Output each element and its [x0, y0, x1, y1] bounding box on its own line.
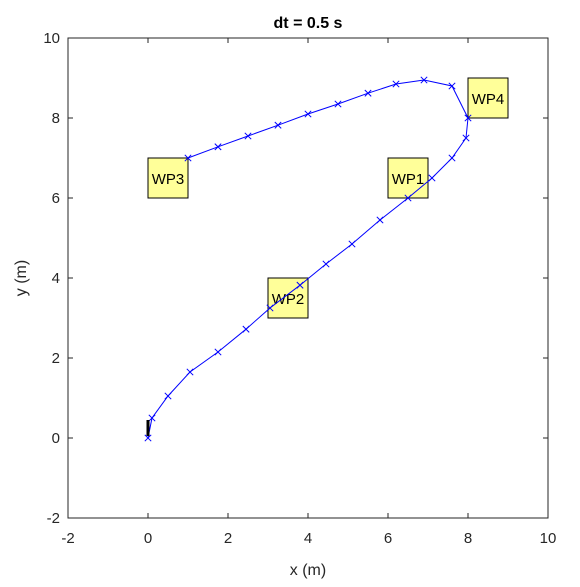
waypoint-box	[147, 157, 189, 199]
trajectory-line	[147, 79, 469, 439]
trajectory-layer	[144, 76, 472, 442]
trajectory-point	[364, 89, 372, 97]
trajectory-point	[148, 414, 156, 422]
trajectory-point	[144, 434, 152, 442]
point-marker-stroke	[448, 154, 456, 162]
trajectory-point	[348, 240, 356, 248]
trajectory-point	[296, 281, 304, 289]
trajectory-point	[274, 121, 282, 129]
point-marker-stroke	[392, 80, 400, 88]
trajectory-point	[334, 100, 342, 108]
y-tick-label: 8	[52, 110, 60, 127]
x-tick-label: 6	[384, 530, 392, 547]
trajectory-point	[244, 132, 252, 140]
x-tick-label: 2	[224, 530, 232, 547]
point-marker-stroke	[428, 174, 436, 182]
point-marker-stroke	[296, 281, 304, 289]
trajectory-point	[448, 82, 456, 90]
point-marker-stroke	[304, 110, 312, 118]
point-marker-stroke	[274, 121, 282, 129]
trajectory-point	[186, 368, 194, 376]
point-marker-stroke	[186, 368, 194, 376]
y-tick-label: 0	[52, 430, 60, 447]
point-marker-stroke	[144, 434, 152, 442]
point-marker-stroke	[322, 260, 330, 268]
trajectory-point	[462, 134, 470, 142]
point-marker-stroke	[214, 348, 222, 356]
trajectory-point	[214, 143, 222, 151]
trajectory-point	[214, 348, 222, 356]
point-marker-stroke	[242, 325, 250, 333]
waypoint-label: WP3	[152, 171, 185, 188]
trajectory-point	[184, 154, 192, 162]
point-marker-stroke	[376, 216, 384, 224]
y-tick-label: -2	[47, 510, 60, 527]
point-marker-stroke	[448, 82, 456, 90]
y-tick-label: 4	[52, 270, 60, 287]
point-marker-stroke	[334, 100, 342, 108]
x-axis-label: x (m)	[290, 562, 326, 579]
trajectory-point	[322, 260, 330, 268]
point-marker-stroke	[462, 134, 470, 142]
trajectory-point	[420, 76, 428, 84]
axis-layer: -2 0 2 4 6 8 10 -2 0 2 4 6 8 10	[43, 30, 556, 547]
x-tick-label: -2	[61, 530, 74, 547]
point-marker-stroke	[244, 132, 252, 140]
trajectory-point	[428, 174, 436, 182]
y-tick-label: 2	[52, 350, 60, 367]
y-tick-label: 6	[52, 190, 60, 207]
point-marker-stroke	[464, 114, 472, 122]
point-marker-stroke	[164, 392, 172, 400]
trajectory-point	[164, 392, 172, 400]
x-tick-label: 0	[144, 530, 152, 547]
trajectory-point	[464, 114, 472, 122]
trajectory-point	[392, 80, 400, 88]
trajectory-point	[404, 194, 412, 202]
trajectory-point	[448, 154, 456, 162]
trajectory-point	[242, 325, 250, 333]
y-tick-label: 10	[43, 30, 60, 47]
point-marker-stroke	[404, 194, 412, 202]
trajectory-point	[266, 304, 274, 312]
trajectory-point	[304, 110, 312, 118]
point-marker-stroke	[184, 154, 192, 162]
waypoint-box	[387, 157, 429, 199]
waypoint-layer: WP1 WP2 WP3 WP4	[147, 77, 509, 319]
waypoint-label: WP2	[272, 291, 305, 308]
point-marker-stroke	[364, 89, 372, 97]
chart-title: dt = 0.5 s	[274, 15, 343, 32]
x-tick-label: 4	[304, 530, 312, 547]
y-axis-label: y (m)	[13, 260, 30, 296]
point-marker-stroke	[420, 76, 428, 84]
waypoint-label: WP1	[392, 171, 425, 188]
x-tick-label: 10	[540, 530, 557, 547]
point-marker-stroke	[348, 240, 356, 248]
point-marker-stroke	[148, 414, 156, 422]
trajectory-point	[376, 216, 384, 224]
waypoint-label: WP4	[472, 91, 505, 108]
waypoint-box	[467, 77, 509, 119]
point-marker-stroke	[214, 143, 222, 151]
point-marker-stroke	[266, 304, 274, 312]
x-tick-label: 8	[464, 530, 472, 547]
